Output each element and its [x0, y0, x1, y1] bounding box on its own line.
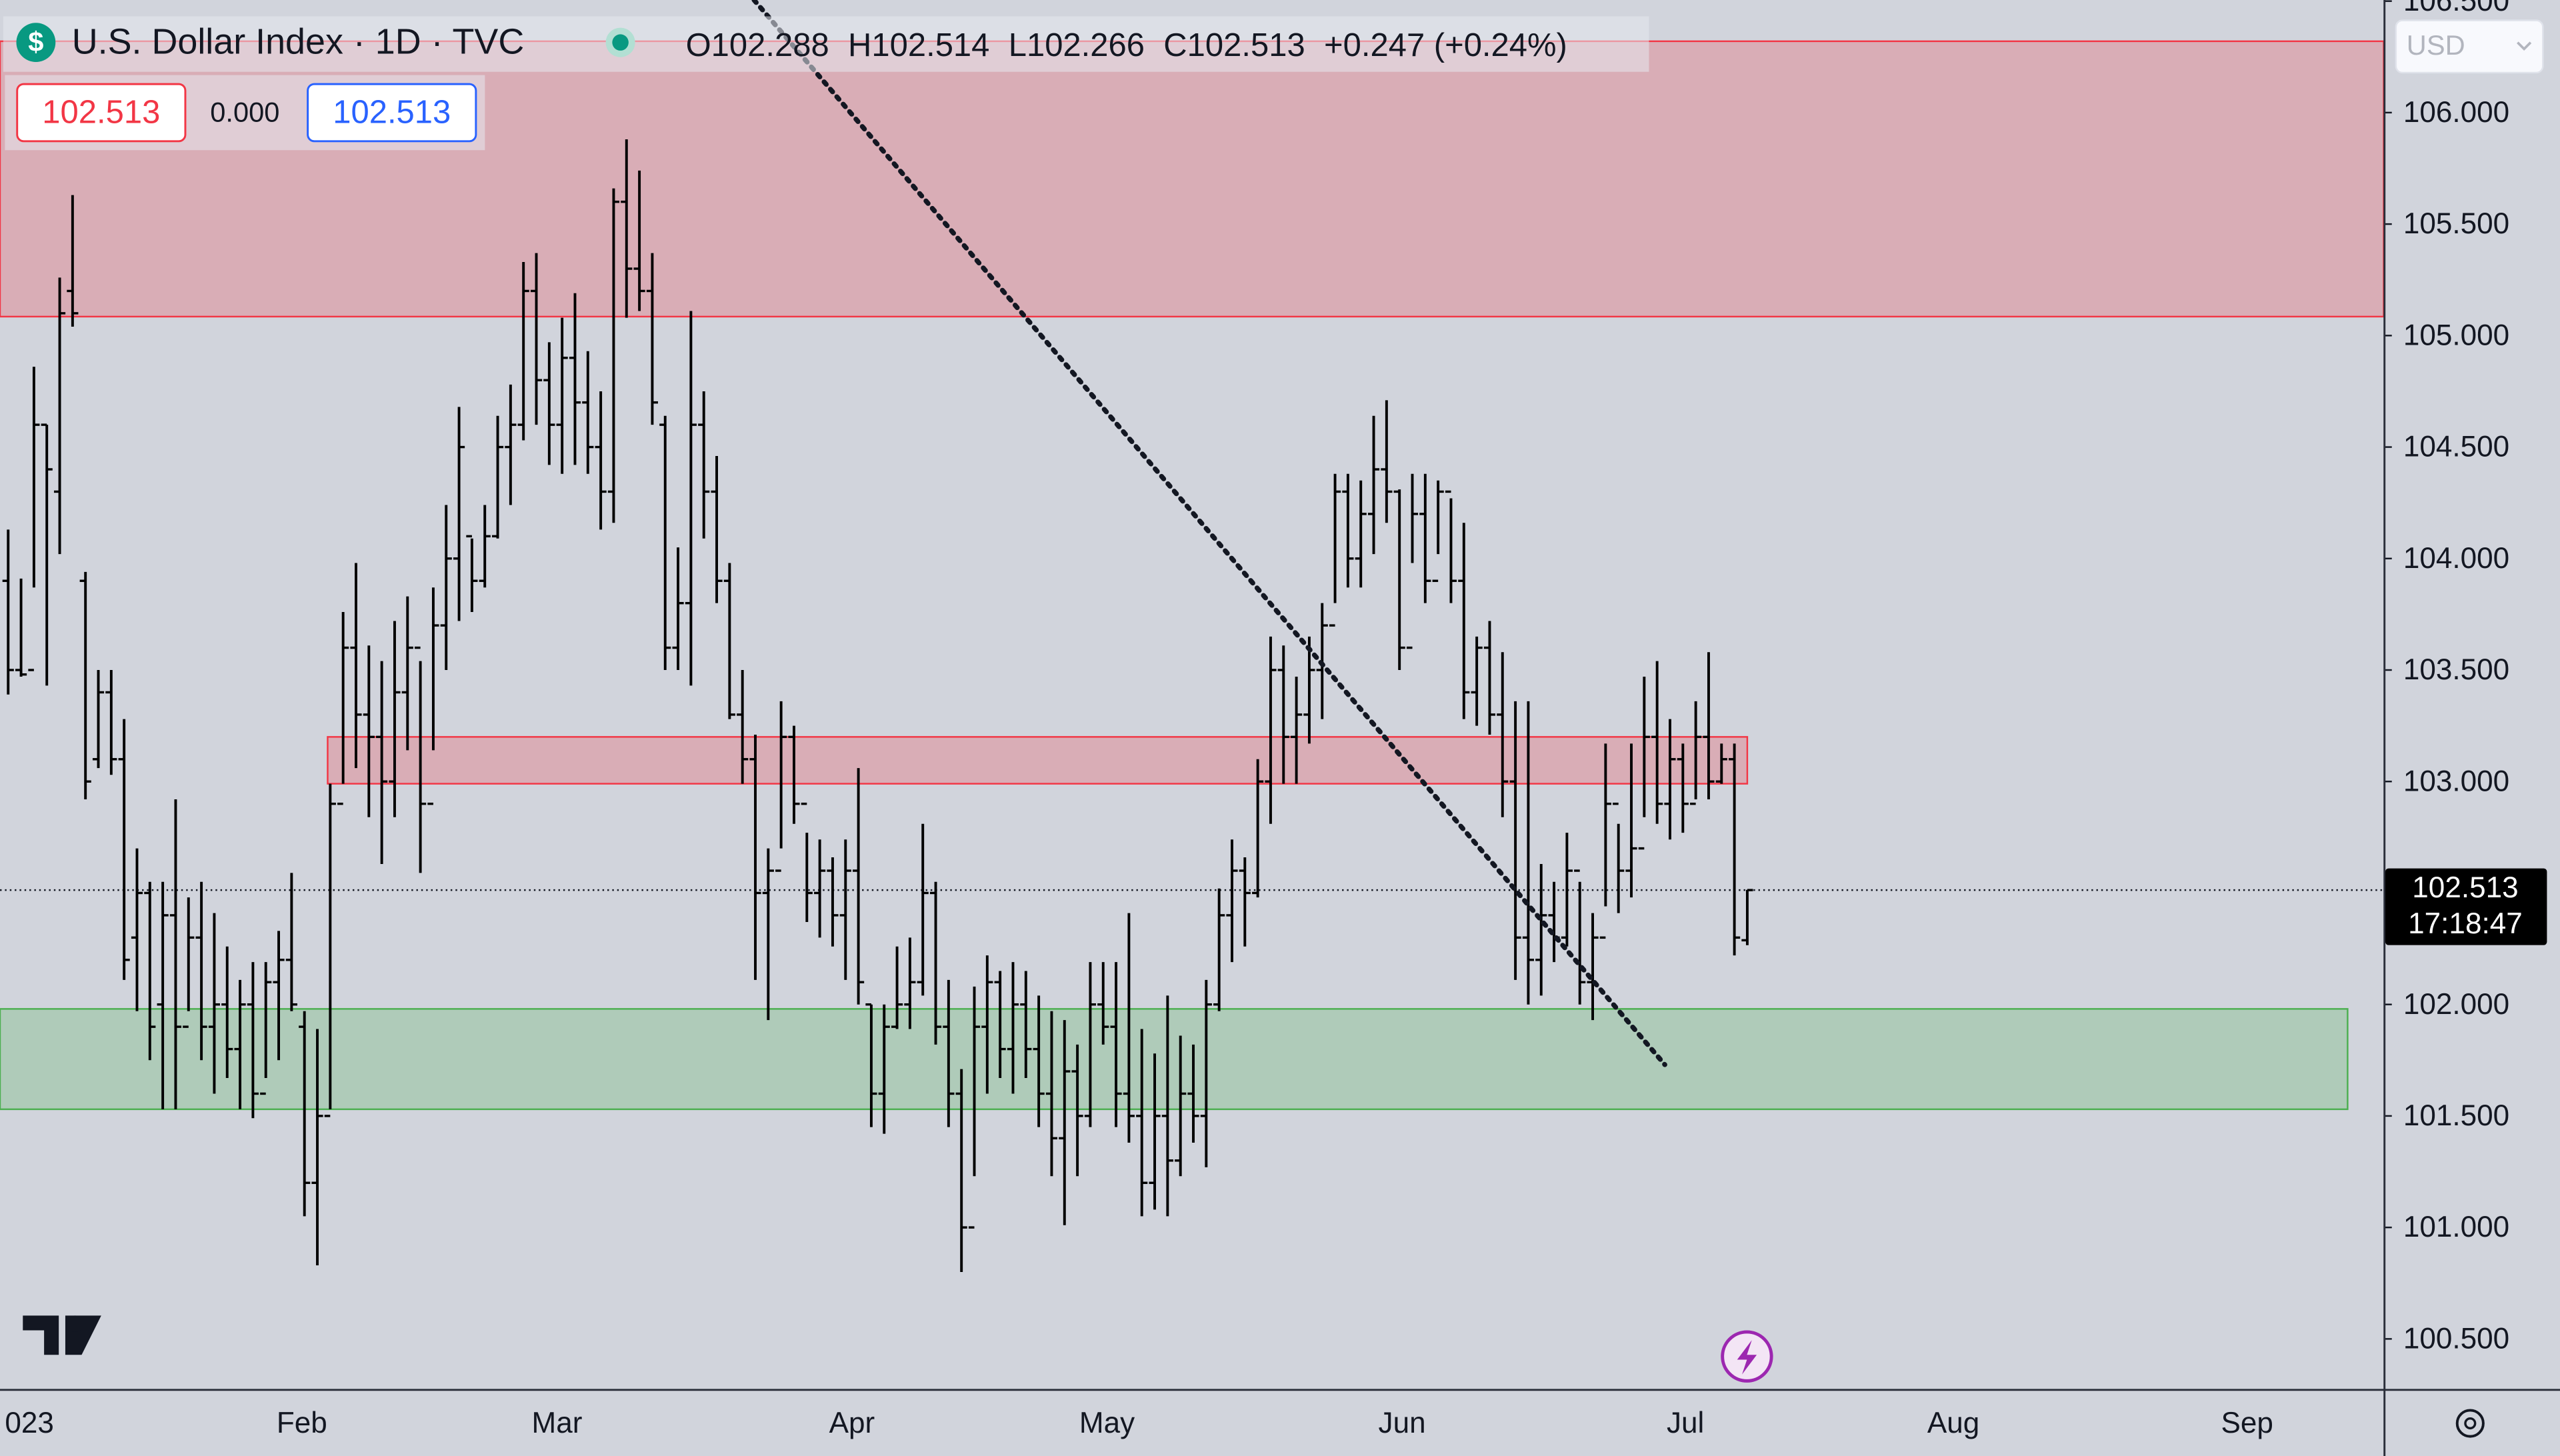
- last-price: 102.513: [2412, 871, 2518, 904]
- y-tick-label: 105.500: [2403, 207, 2509, 240]
- settings-icon: [2464, 1417, 2477, 1430]
- y-tick-label: 101.000: [2403, 1211, 2509, 1243]
- lightning-icon: [1737, 1340, 1757, 1375]
- buy-price: 102.513: [333, 94, 451, 130]
- zone: [327, 736, 1749, 785]
- symbol-icon: [16, 23, 56, 63]
- market-status-dot: [612, 34, 629, 51]
- ohlc-value: 102.288: [711, 27, 829, 63]
- change: +0.247 (+0.24%): [1324, 27, 1567, 63]
- settings-button[interactable]: [2455, 1409, 2485, 1438]
- x-tick-label: Mar: [531, 1407, 582, 1439]
- sell-button[interactable]: [16, 83, 187, 143]
- y-tick-label: 106.000: [2403, 96, 2509, 129]
- x-tick-label: 023: [5, 1407, 54, 1439]
- buy-button[interactable]: [307, 83, 477, 143]
- x-tick-label: May: [1079, 1407, 1135, 1439]
- y-tick-label: 106.500: [2403, 0, 2509, 17]
- ohlc-label: H: [848, 27, 871, 63]
- chevron: [2517, 41, 2532, 51]
- currency-label: USD: [2407, 29, 2465, 61]
- y-tick-label: 100.500: [2403, 1322, 2509, 1355]
- tv-logo-dot: [67, 1315, 83, 1332]
- y-tick-label: 103.000: [2403, 765, 2509, 797]
- ohlc-readout: O102.288 H102.514 L102.266 C102.513 +0.2…: [686, 27, 1567, 63]
- ohlc-label: L: [1009, 27, 1027, 63]
- y-tick-label: 103.500: [2403, 653, 2509, 686]
- ohlc-value: 102.266: [1027, 27, 1145, 63]
- zone: [0, 1008, 2349, 1111]
- ohlc-label: C: [1163, 27, 1187, 63]
- x-tick-label: Apr: [829, 1407, 875, 1439]
- trendline: [751, 0, 1667, 1067]
- y-tick-label: 102.000: [2403, 988, 2509, 1021]
- y-tick-label: 101.500: [2403, 1099, 2509, 1132]
- y-tick-label: 105.000: [2403, 319, 2509, 351]
- x-tick-label: Jun: [1379, 1407, 1426, 1439]
- plot-area: [0, 0, 2384, 1273]
- currency-selector[interactable]: [2395, 19, 2544, 74]
- x-tick-label: Aug: [1927, 1407, 1979, 1439]
- spread: 0.000: [210, 96, 279, 127]
- sell-price: 102.513: [42, 94, 160, 130]
- symbol-icon-glyph: $: [28, 26, 43, 57]
- y-tick-label: 104.000: [2403, 542, 2509, 575]
- y-tick-label: 104.500: [2403, 431, 2509, 463]
- x-tick-label: Jul: [1667, 1407, 1704, 1439]
- ohlc-value: 102.514: [871, 27, 989, 63]
- x-tick-label: Sep: [2221, 1407, 2273, 1439]
- last-price-label: [2385, 868, 2547, 945]
- ohlc-label: O: [686, 27, 711, 63]
- bar-countdown: 17:18:47: [2408, 907, 2523, 940]
- header-backdrop: [3, 16, 1649, 72]
- ohlc-value: 102.513: [1187, 27, 1305, 63]
- x-axis: 023 Feb Mar Apr May Jun Jul Aug Sep: [5, 1407, 2273, 1439]
- symbol-title[interactable]: U.S. Dollar Index · 1D · TVC: [72, 21, 525, 61]
- x-tick-label: Feb: [277, 1407, 327, 1439]
